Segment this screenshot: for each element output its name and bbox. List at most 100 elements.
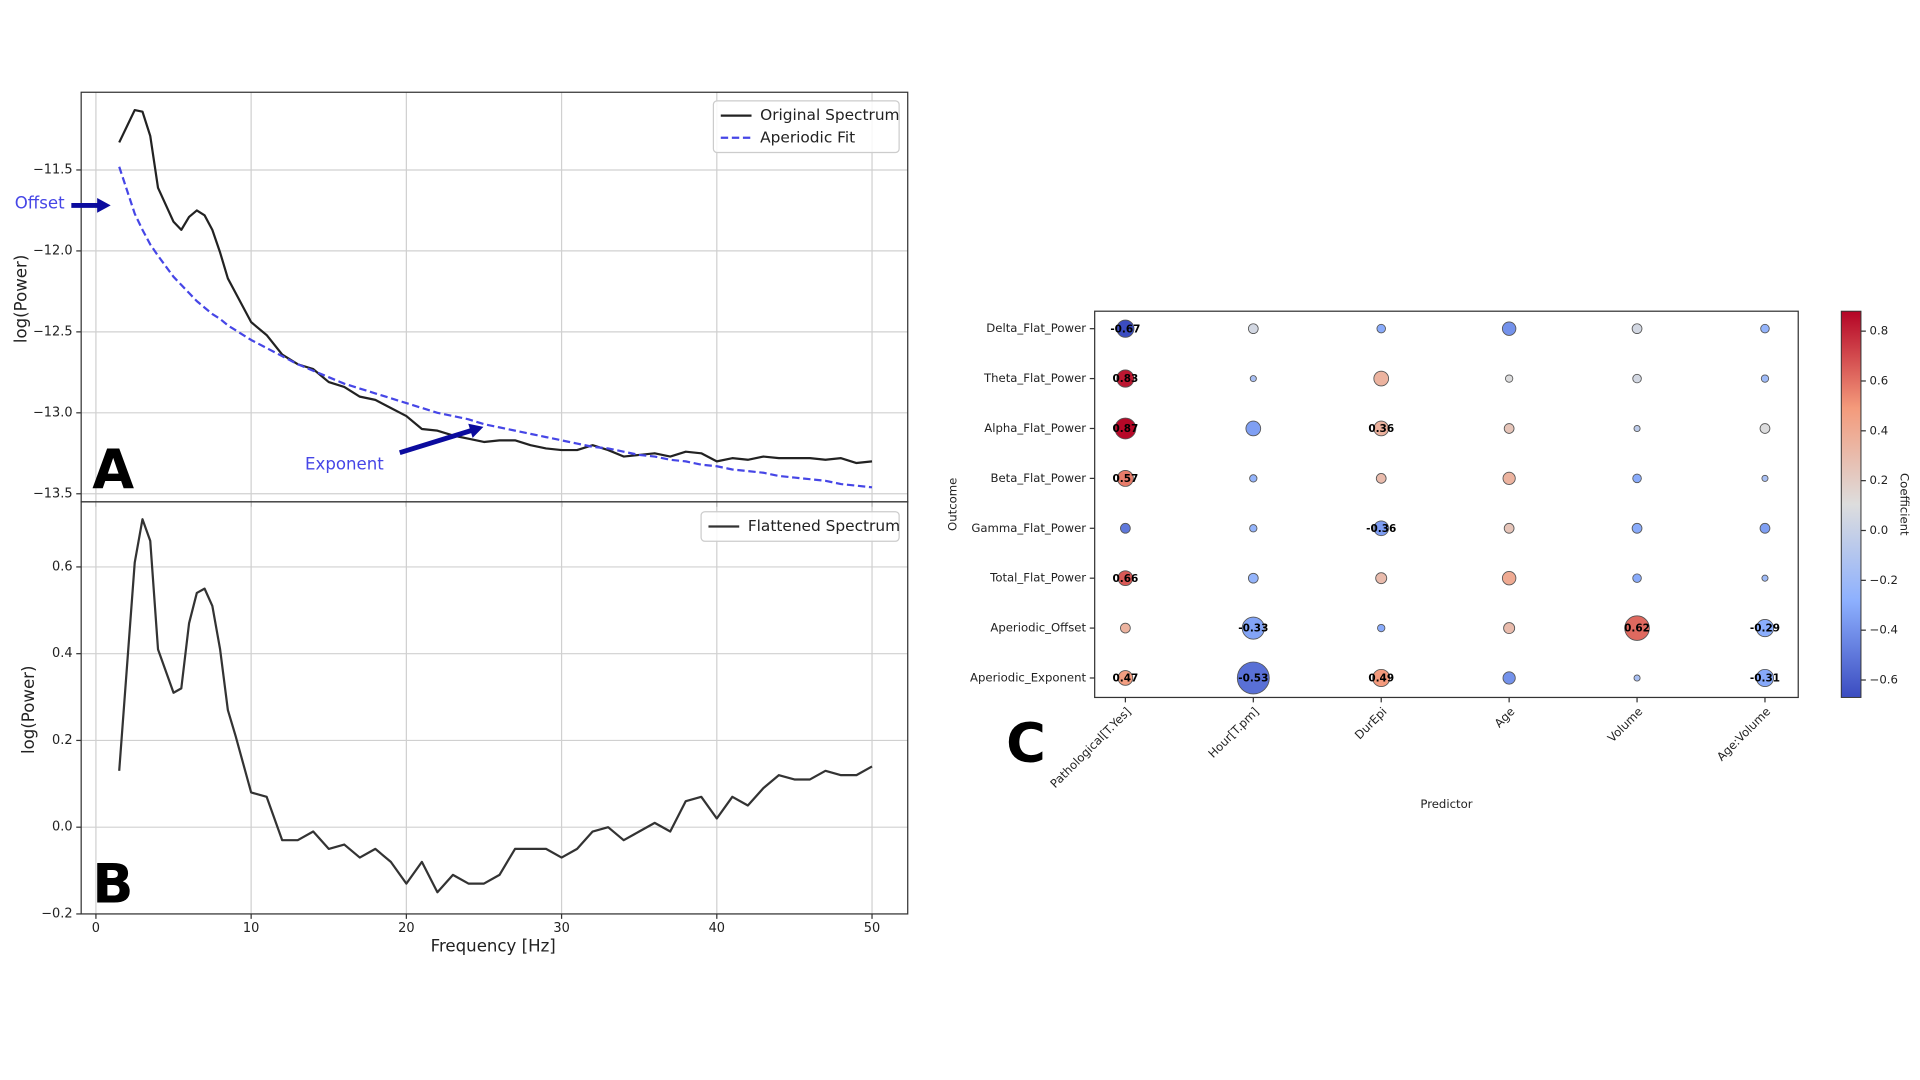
x-axis-label: Frequency [Hz]: [431, 937, 556, 956]
bubble: [1249, 375, 1257, 383]
y-tick-label: 0.0: [52, 820, 73, 835]
colorbar: [1840, 310, 1862, 698]
bubble-label: 0.57: [1113, 473, 1139, 485]
bubble: [1373, 420, 1390, 437]
bubble: [1631, 522, 1643, 534]
y-tick-label: Total_Flat_Power: [989, 571, 1086, 585]
bubble: [1632, 373, 1642, 384]
bubble: [1761, 574, 1769, 582]
colorbar-tick-label: 0.0: [1870, 523, 1889, 537]
bubble: [1624, 615, 1650, 641]
y-tick-label: −0.2: [41, 906, 72, 921]
bubble: [1503, 522, 1515, 534]
bubble: [1373, 520, 1390, 537]
bubble: [1503, 423, 1515, 434]
bubble: [1247, 323, 1259, 335]
y-tick-label: 0.4: [52, 646, 73, 661]
bubble-label: 0.66: [1113, 573, 1139, 585]
bubble: [1117, 570, 1134, 586]
bubble: [1376, 323, 1386, 334]
bubble: [1114, 417, 1137, 440]
x-tick-label: Volume: [1605, 704, 1646, 745]
colorbar-tick-label: 0.8: [1870, 324, 1889, 338]
bubble: [1117, 670, 1134, 686]
colorbar-tick-label: −0.4: [1870, 623, 1898, 637]
y-tick-label: 0.6: [52, 559, 73, 574]
bubble: [1241, 616, 1265, 640]
colorbar-tick-label: −0.6: [1870, 673, 1898, 687]
y-tick-label: −13.0: [33, 405, 73, 420]
bubble-label: -0.29: [1750, 623, 1780, 635]
bubble: [1631, 323, 1643, 335]
bubble: [1761, 474, 1769, 482]
legend-label: Flattened Spectrum: [748, 517, 900, 535]
colorbar-label: Coefficient: [1898, 473, 1912, 536]
bubble-label: -0.53: [1238, 673, 1268, 685]
bubble: [1373, 370, 1390, 387]
bubble: [1375, 473, 1387, 484]
y-tick-label: −12.5: [33, 324, 73, 339]
bubble: [1377, 623, 1386, 633]
x-tick-label: 40: [709, 921, 725, 936]
bubble-label: -0.31: [1750, 673, 1780, 685]
bubble: [1120, 522, 1131, 534]
bubble: [1249, 524, 1258, 533]
bubble: [1760, 323, 1770, 334]
y-tick-label: Aperiodic_Offset: [990, 621, 1086, 635]
annotation: Offset: [15, 194, 65, 213]
bubble: [1760, 374, 1770, 383]
y-tick-label: Delta_Flat_Power: [986, 321, 1086, 335]
series-line: [118, 518, 873, 894]
bubble-label: 0.47: [1113, 673, 1139, 685]
annotation-arrowhead: [468, 423, 484, 438]
bubble: [1120, 622, 1131, 634]
bubble-label: 0.87: [1113, 423, 1139, 435]
y-tick-label: 0.2: [52, 733, 73, 748]
bubble: [1247, 572, 1259, 584]
y-tick-label: Theta_Flat_Power: [983, 371, 1086, 385]
bubble: [1755, 668, 1775, 688]
bubble: [1502, 671, 1516, 685]
bubble: [1116, 469, 1134, 487]
bubble: [1249, 474, 1258, 483]
colorbar-tick-label: 0.6: [1870, 373, 1889, 387]
bubble: [1633, 424, 1641, 432]
panel-label: C: [1006, 711, 1046, 774]
bubble: [1759, 423, 1771, 434]
series-line: [118, 166, 873, 489]
bubble-label: -0.33: [1238, 623, 1268, 635]
bubble: [1505, 374, 1514, 383]
y-tick-label: −13.5: [33, 486, 73, 501]
y-tick-label: −11.5: [33, 162, 73, 177]
x-tick-label: 0: [92, 921, 100, 936]
panel-label: B: [92, 853, 133, 916]
bubble: [1116, 319, 1135, 338]
bubble-label: 0.62: [1624, 623, 1650, 635]
y-axis-label: log(Power): [12, 255, 31, 343]
x-tick-label: 10: [243, 921, 259, 936]
plot-frame: [1094, 310, 1799, 699]
colorbar-tick-label: 0.4: [1870, 423, 1889, 437]
bubble: [1759, 522, 1771, 534]
plot-frame: [80, 501, 909, 915]
x-tick-label: DurEpi: [1352, 704, 1390, 742]
bubble-label: -0.36: [1366, 523, 1396, 535]
bubble: [1245, 420, 1262, 437]
y-axis-label: Outcome: [946, 478, 960, 531]
bubble: [1632, 573, 1642, 583]
legend-label: Aperiodic Fit: [760, 128, 855, 146]
bubble: [1503, 622, 1516, 635]
bubble-label: 0.49: [1368, 673, 1394, 685]
bubble: [1632, 473, 1642, 484]
x-tick-label: 20: [398, 921, 414, 936]
colorbar-tick-label: −0.2: [1870, 573, 1898, 587]
annotation-arrowhead: [97, 198, 111, 213]
legend-box: [712, 100, 900, 154]
bubble: [1502, 471, 1516, 485]
y-axis-label: log(Power): [19, 666, 38, 754]
series-line: [118, 108, 873, 465]
x-tick-label: Age:Volume: [1714, 704, 1773, 763]
bubble: [1501, 570, 1517, 586]
